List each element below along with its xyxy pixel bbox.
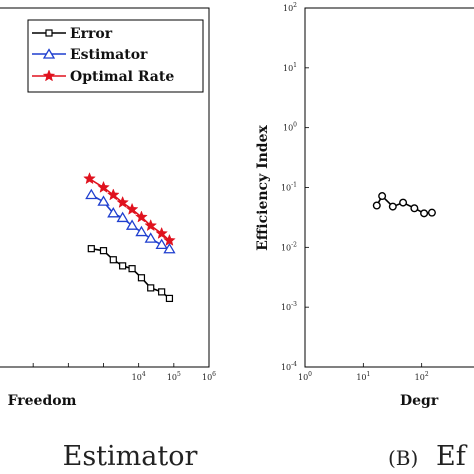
right-series-marker-0 xyxy=(379,193,386,200)
left-series-marker-1 xyxy=(99,197,109,206)
left-caption: Estimator xyxy=(63,441,198,472)
right-y-tick-label: 100 xyxy=(283,122,297,133)
left-x-tick-label: 105 xyxy=(167,371,181,382)
right-axis-ticks xyxy=(305,8,474,367)
right-x-tick-label: 100 xyxy=(298,371,312,382)
right-x-axis-label: Degr xyxy=(400,393,439,409)
right-x-tick-labels: 100 101 102 xyxy=(298,371,429,382)
left-series-marker-0 xyxy=(129,266,135,272)
right-y-tick-label: 10-4 xyxy=(281,361,297,372)
legend: Error Estimator Optimal Rate xyxy=(28,20,203,92)
right-series-marker-0 xyxy=(390,203,397,210)
left-x-tick-label: 106 xyxy=(202,371,216,382)
right-series-marker-0 xyxy=(429,209,436,216)
right-series-marker-0 xyxy=(411,205,418,212)
right-y-tick-label: 102 xyxy=(283,2,297,13)
left-series-marker-1 xyxy=(146,234,156,243)
right-y-tick-label: 10-1 xyxy=(281,182,297,193)
left-series-marker-1 xyxy=(157,240,167,249)
right-series-marker-0 xyxy=(373,202,380,209)
left-series-line-0 xyxy=(91,249,169,299)
left-x-axis-label: Freedom xyxy=(8,393,77,409)
legend-label-estimator: Estimator xyxy=(70,47,148,63)
right-series-marker-0 xyxy=(400,199,407,206)
left-series-marker-1 xyxy=(86,190,96,199)
right-caption: Ef xyxy=(436,441,468,472)
left-x-tick-label: 104 xyxy=(132,371,146,382)
left-chart-panel: 104 105 106 Freedom Error Estimator Optima… xyxy=(0,8,216,472)
left-series-marker-0 xyxy=(159,289,165,295)
right-series-group xyxy=(373,193,435,217)
left-series-marker-1 xyxy=(136,227,146,236)
right-x-tick-label: 101 xyxy=(356,371,370,382)
right-y-tick-label: 10-3 xyxy=(281,301,297,312)
left-series-marker-0 xyxy=(166,295,172,301)
right-chart-panel: 102 101 100 10-1 10-2 10-3 10-4 100 101 102 Effi… xyxy=(255,2,474,472)
left-series-marker-0 xyxy=(110,257,116,263)
right-y-tick-label: 101 xyxy=(283,62,297,73)
right-caption-prefix: (B) xyxy=(388,446,418,470)
right-x-tick-label: 102 xyxy=(415,371,429,382)
right-y-tick-labels: 102 101 100 10-1 10-2 10-3 10-4 xyxy=(281,2,297,372)
left-series-marker-0 xyxy=(148,285,154,291)
right-y-tick-label: 10-2 xyxy=(281,241,297,252)
left-series-marker-0 xyxy=(88,246,94,252)
right-plot-frame xyxy=(305,8,474,367)
left-series-marker-0 xyxy=(138,275,144,281)
legend-marker-error xyxy=(46,30,52,36)
right-y-axis-label: Efficiency Index xyxy=(255,124,271,250)
left-series-marker-0 xyxy=(120,263,126,269)
left-series-marker-0 xyxy=(101,248,107,254)
left-axis-ticks xyxy=(0,363,209,367)
legend-label-optimal-rate: Optimal Rate xyxy=(70,69,174,85)
left-series-group xyxy=(84,173,175,302)
left-x-tick-labels: 104 105 106 xyxy=(132,371,217,382)
legend-label-error: Error xyxy=(70,26,113,42)
right-series-marker-0 xyxy=(421,210,428,217)
